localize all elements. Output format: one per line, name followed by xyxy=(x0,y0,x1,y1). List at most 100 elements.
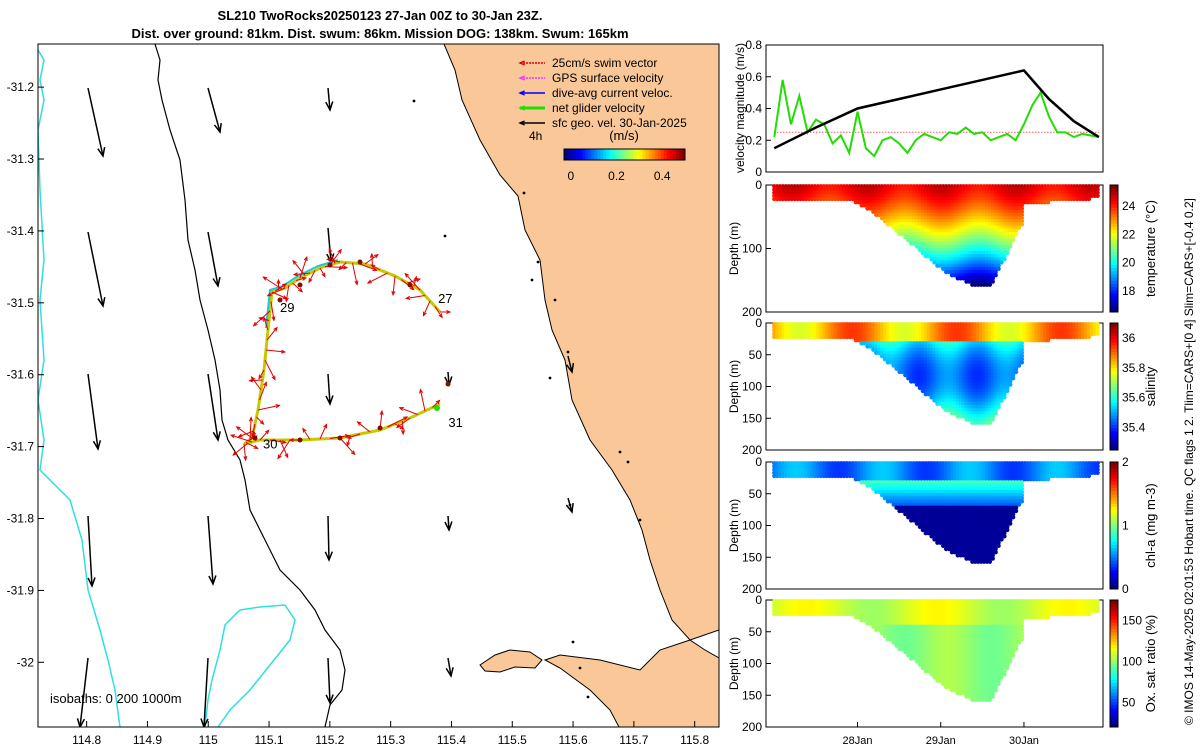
isobath-1000m xyxy=(204,604,296,727)
section-profile-dots xyxy=(772,461,1100,564)
swim-vector xyxy=(296,276,308,281)
profile-dot xyxy=(1019,492,1025,498)
profile-dot xyxy=(1095,190,1100,195)
profile-dot xyxy=(1002,391,1007,397)
swim-vector xyxy=(265,349,287,354)
legend-label: dive-avg current veloc. xyxy=(552,86,673,100)
swim-vector xyxy=(391,275,396,297)
legend-label: 25cm/s swim vector xyxy=(552,56,657,70)
section-colorbar-cell xyxy=(1110,427,1118,432)
swim-vector xyxy=(256,416,265,425)
map-ytick-label: -31.6 xyxy=(7,368,35,382)
section-colorbar-cell xyxy=(1110,194,1118,199)
section-colorbar-cell xyxy=(1110,493,1118,498)
swim-vector xyxy=(277,439,291,460)
map-ytick-label: -31.7 xyxy=(7,440,35,454)
map-xtick-label: 114.9 xyxy=(133,733,162,747)
section-colorbar-tick: 2 xyxy=(1122,455,1129,469)
geo-velocity-arrow xyxy=(565,497,574,514)
profile-dot xyxy=(999,260,1004,265)
swim-vector xyxy=(329,248,342,266)
profile-dot xyxy=(1019,353,1025,359)
profile-dot xyxy=(1010,511,1016,517)
section-colorbar-cell xyxy=(1110,528,1118,533)
position-dot xyxy=(445,381,451,387)
section-colorbar-cell xyxy=(1110,357,1118,362)
legend-colorbar-cell xyxy=(627,149,632,160)
section-colorbar-cell xyxy=(1110,261,1118,265)
legend-colorbar-cell xyxy=(585,149,589,160)
section-colorbar-tick: 1 xyxy=(1122,519,1129,533)
position-dot xyxy=(357,259,363,265)
section-colorbar-cell xyxy=(1110,446,1118,451)
section-colorbar-cell xyxy=(1110,541,1118,546)
swim-vector xyxy=(440,309,452,315)
swim-vector xyxy=(266,287,286,297)
section-ytick-label: 0 xyxy=(755,178,762,192)
section-colorbar-cell xyxy=(1110,332,1118,337)
geo-velocity-arrow xyxy=(325,87,334,112)
profile-dot xyxy=(1013,231,1019,237)
geo-velocity-arrow xyxy=(87,515,96,588)
map-xtick-label: 115.5 xyxy=(498,733,527,747)
section-colorbar-cell xyxy=(1110,204,1118,208)
section-profile-dots xyxy=(772,599,1100,702)
profile-dot xyxy=(1019,206,1025,211)
map-ytick-label: -31.8 xyxy=(7,512,35,526)
section-colorbar-cell xyxy=(1110,351,1118,356)
profile-dot xyxy=(1013,508,1019,514)
legend-colorbar-cell xyxy=(630,149,635,160)
section-colorbar-cell xyxy=(1110,376,1118,381)
profile-dot xyxy=(1095,331,1100,336)
section-colorbar-cell xyxy=(1110,354,1118,359)
section-colorbar-cell xyxy=(1110,305,1118,310)
profile-dot xyxy=(1008,518,1013,523)
profile-dot xyxy=(1002,395,1007,400)
profile-dot xyxy=(996,540,1001,545)
profile-dot xyxy=(1005,250,1010,256)
section-colorbar-cell xyxy=(1110,258,1118,262)
swim-vector xyxy=(264,359,276,381)
map-ytick-label: -31.4 xyxy=(7,224,35,238)
profile-dot xyxy=(987,282,993,287)
profile-dot xyxy=(993,410,998,416)
section-colorbar-cell xyxy=(1110,367,1118,372)
section-ytick-label: 0 xyxy=(755,316,762,330)
legend-label: GPS surface velocity xyxy=(552,71,663,85)
profile-dot xyxy=(1016,502,1022,507)
profile-dot xyxy=(990,417,995,422)
section-colorbar-cell xyxy=(1110,302,1118,307)
section-colorbar-cell xyxy=(1110,512,1118,517)
swim-vector xyxy=(404,295,426,300)
section-colorbar-cell xyxy=(1110,535,1118,539)
velocity-ytick-label: 0.8 xyxy=(745,38,762,52)
profile-dot xyxy=(1010,372,1016,378)
profile-dot xyxy=(996,401,1001,406)
swim-vector xyxy=(271,291,288,300)
section-colorbar-tick: 0 xyxy=(1122,582,1129,596)
islet-11 xyxy=(571,640,575,644)
section-colorbar-cell xyxy=(1110,264,1118,269)
profile-dot xyxy=(1002,257,1007,262)
section-colorbar-tick: 36 xyxy=(1122,331,1136,345)
swim-vector xyxy=(396,417,411,429)
section-colorbar-cell xyxy=(1110,213,1118,218)
map-xtick-label: 115.6 xyxy=(559,733,588,747)
velocity-ytick-label: 0.4 xyxy=(745,102,762,116)
section-colorbar-tick: 22 xyxy=(1122,227,1136,241)
section-colorbar-cell xyxy=(1110,474,1118,479)
swim-vector xyxy=(258,369,265,380)
map-ytick-label: -32 xyxy=(17,655,35,669)
section-colorbar-cell xyxy=(1110,477,1118,482)
section-colorbar-cell xyxy=(1110,471,1118,476)
section-colorbar-cell xyxy=(1110,229,1118,234)
islet-6 xyxy=(548,376,552,380)
profile-dot xyxy=(1010,515,1016,520)
section-colorbar-cell xyxy=(1110,223,1118,227)
swim-vector xyxy=(232,442,249,456)
legend-item: 25cm/s swim vector xyxy=(518,56,657,70)
profile-dot xyxy=(993,549,998,555)
section-colorbar-cell xyxy=(1110,481,1118,485)
